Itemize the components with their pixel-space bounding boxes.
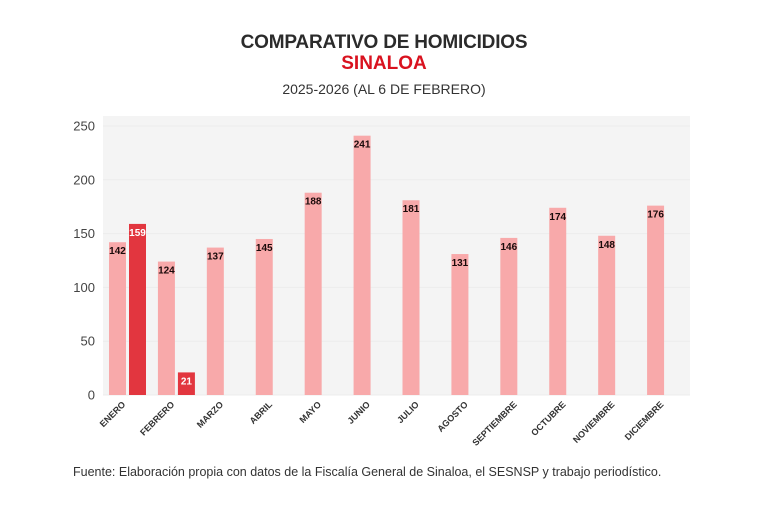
bar-2025-mayo xyxy=(304,192,322,395)
data-label: 131 xyxy=(452,258,469,269)
y-tick-label: 0 xyxy=(88,388,95,403)
y-tick-label: 150 xyxy=(73,226,95,241)
data-label: 146 xyxy=(500,242,517,253)
data-label: 241 xyxy=(354,140,371,151)
bar-2026-febrero xyxy=(177,372,195,395)
y-tick-label: 250 xyxy=(73,119,95,134)
x-tick-label: SEPTIEMBRE xyxy=(470,399,518,447)
data-label: 176 xyxy=(647,210,664,221)
bar-2026-enero xyxy=(129,223,146,395)
x-tick-label: JUNIO xyxy=(345,399,372,426)
data-label: 188 xyxy=(305,197,322,208)
bar-2025-agosto xyxy=(451,254,469,395)
x-tick-label: FEBRERO xyxy=(138,399,176,437)
data-label: 174 xyxy=(549,212,566,223)
chart-period: 2025-2026 (AL 6 DE FEBRERO) xyxy=(282,81,486,97)
x-tick-label: OCTUBRE xyxy=(529,399,568,438)
bar-2025-octubre xyxy=(549,207,567,395)
data-label: 181 xyxy=(403,204,420,215)
x-tick-label: NOVIEMBRE xyxy=(571,399,617,445)
data-label: 21 xyxy=(181,376,193,387)
bar-2025-enero xyxy=(109,242,126,395)
x-tick-label: ABRIL xyxy=(248,399,275,426)
x-tick-label: DICIEMBRE xyxy=(623,399,666,442)
plot-area xyxy=(103,116,690,395)
chart-subtitle: SINALOA xyxy=(341,53,427,74)
data-label: 148 xyxy=(598,240,615,251)
data-label: 159 xyxy=(129,228,146,239)
bar-2025-abril xyxy=(255,238,273,395)
data-label: 145 xyxy=(256,243,273,254)
bar-2025-febrero xyxy=(157,261,175,395)
y-tick-label: 50 xyxy=(81,334,95,349)
bar-2025-marzo xyxy=(206,247,224,395)
chart-title: COMPARATIVO DE HOMICIDIOS xyxy=(240,32,528,53)
y-tick-label: 100 xyxy=(73,280,95,295)
x-tick-label: MARZO xyxy=(195,399,225,429)
y-tick-label: 200 xyxy=(73,172,95,187)
bar-2025-septiembre xyxy=(500,237,518,395)
bar-2025-junio xyxy=(353,135,371,395)
data-label: 137 xyxy=(207,252,224,263)
data-label: 142 xyxy=(109,246,126,257)
x-tick-label: JULIO xyxy=(395,399,421,425)
data-label: 124 xyxy=(158,266,175,277)
x-tick-label: MAYO xyxy=(297,399,323,425)
x-tick-label: AGOSTO xyxy=(435,399,470,434)
x-tick-label: ENERO xyxy=(98,399,128,429)
bar-2025-julio xyxy=(402,200,420,395)
source-note: Fuente: Elaboración propia con datos de … xyxy=(73,465,662,479)
bar-2025-noviembre xyxy=(598,235,616,395)
bar-2025-diciembre xyxy=(647,205,665,395)
